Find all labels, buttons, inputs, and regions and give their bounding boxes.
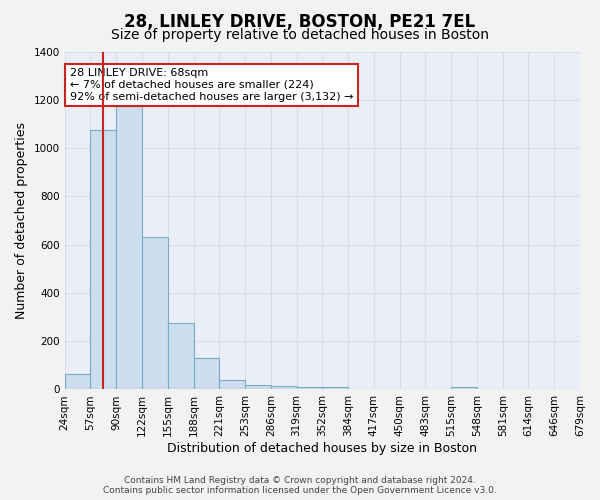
Bar xyxy=(322,387,348,390)
Bar xyxy=(219,380,245,390)
Bar xyxy=(296,387,322,390)
Bar xyxy=(451,387,477,390)
Text: 28, LINLEY DRIVE, BOSTON, PE21 7EL: 28, LINLEY DRIVE, BOSTON, PE21 7EL xyxy=(124,12,476,30)
Text: 28 LINLEY DRIVE: 68sqm
← 7% of detached houses are smaller (224)
92% of semi-det: 28 LINLEY DRIVE: 68sqm ← 7% of detached … xyxy=(70,68,353,102)
Bar xyxy=(245,384,271,390)
Y-axis label: Number of detached properties: Number of detached properties xyxy=(15,122,28,319)
Bar xyxy=(193,358,219,390)
Bar xyxy=(168,323,193,390)
Bar xyxy=(65,374,91,390)
X-axis label: Distribution of detached houses by size in Boston: Distribution of detached houses by size … xyxy=(167,442,478,455)
Bar xyxy=(142,238,168,390)
Bar xyxy=(91,130,116,390)
Bar xyxy=(116,106,142,390)
Bar xyxy=(271,386,296,390)
Text: Size of property relative to detached houses in Boston: Size of property relative to detached ho… xyxy=(111,28,489,42)
Text: Contains HM Land Registry data © Crown copyright and database right 2024.
Contai: Contains HM Land Registry data © Crown c… xyxy=(103,476,497,495)
